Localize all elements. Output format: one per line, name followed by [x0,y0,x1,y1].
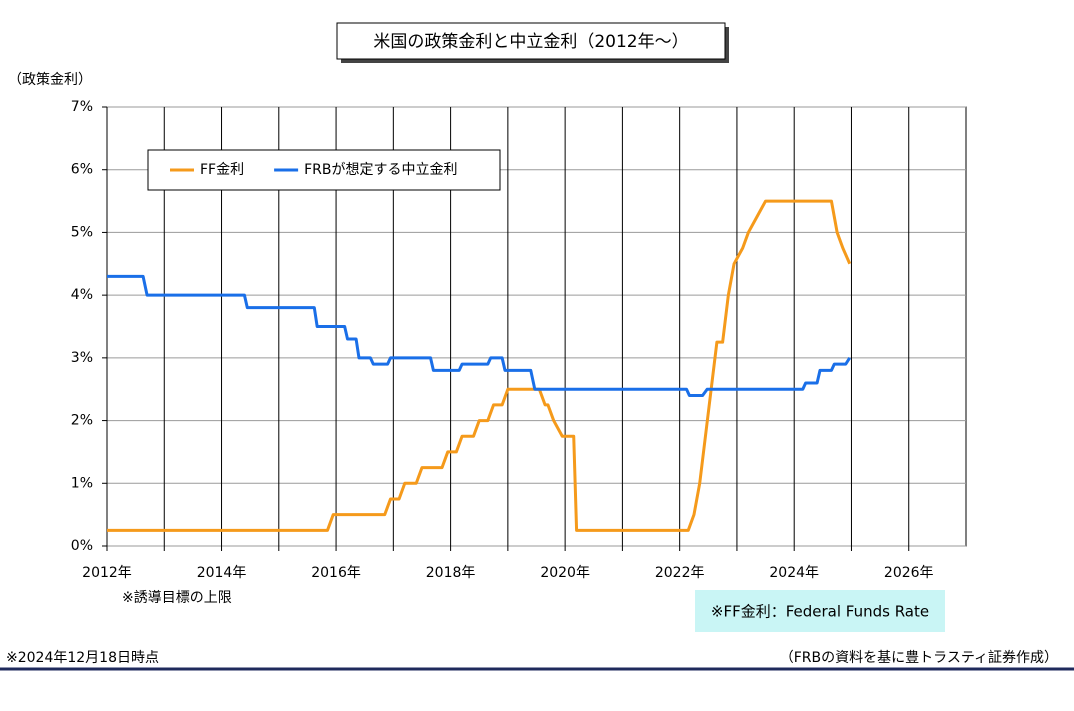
y-tick-label: 4% [71,287,93,303]
legend-label: FF金利 [200,162,244,178]
x-tick-label: 2024年 [769,565,819,581]
source: （FRBの資料を基に豊トラスティ証券作成） [780,649,1058,666]
x-tick-label: 2022年 [655,565,705,581]
note: ※誘導目標の上限 [122,590,232,606]
legend-label: FRBが想定する中立金利 [304,162,457,178]
x-tick-label: 2018年 [426,565,476,581]
y-tick-label: 5% [71,224,93,240]
chart-title: 米国の政策金利と中立金利（2012年～） [373,32,688,52]
series-line [107,274,852,397]
x-tick-label: 2020年 [540,565,590,581]
y-tick-label: 0% [71,538,93,554]
y-tick-label: 1% [71,475,93,491]
x-tick-label: 2026年 [884,565,934,581]
definition: ※FF金利：Federal Funds Rate [711,603,929,621]
y-tick-label: 3% [71,350,93,366]
y-tick-label: 7% [71,99,93,115]
y-axis-label: （政策金利） [8,71,92,88]
x-tick-label: 2014年 [197,565,247,581]
title-box [336,22,726,60]
y-tick-label: 2% [71,413,93,429]
legend-box [147,149,501,191]
y-tick-label: 6% [71,162,93,178]
x-tick-label: 2016年 [311,565,361,581]
definition-box [695,590,945,632]
x-tick-label: 2012年 [82,565,132,581]
as-of: ※2024年12月18日時点 [6,650,159,666]
series-line [107,199,852,532]
